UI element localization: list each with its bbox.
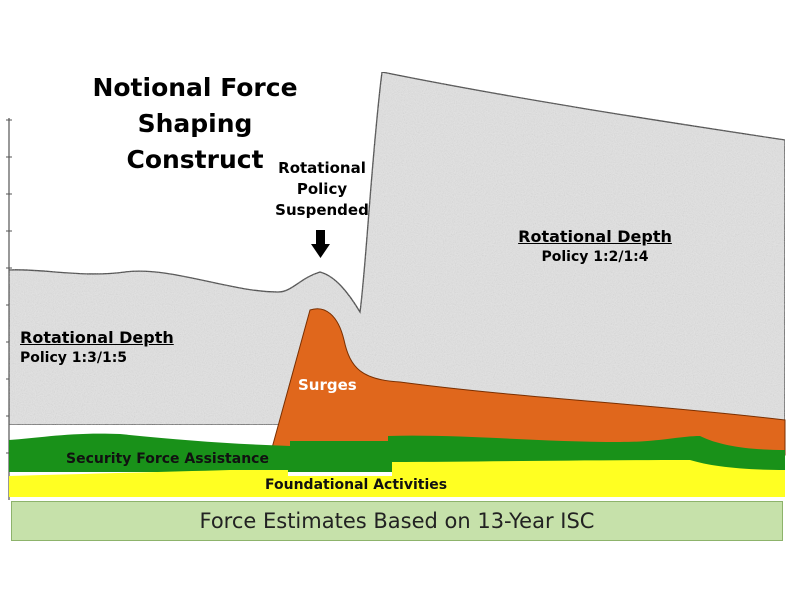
left-region-policy: Policy 1:3/1:5 bbox=[20, 350, 128, 366]
right-region-heading: Rotational Depth bbox=[518, 227, 672, 246]
callout-line-1: Rotational bbox=[278, 159, 366, 177]
security-force-assistance-label: Security Force Assistance bbox=[66, 451, 269, 467]
title-line-2: Construct bbox=[126, 145, 264, 174]
title-line-1: Notional Force Shaping bbox=[92, 73, 298, 138]
footer-text: Force Estimates Based on 13-Year ISC bbox=[199, 509, 595, 533]
callout-line-2: Policy bbox=[296, 180, 348, 198]
rotational-policy-callout: Rotational Policy Suspended bbox=[268, 158, 376, 221]
left-region-heading: Rotational Depth bbox=[20, 328, 174, 347]
footer-banner: Force Estimates Based on 13-Year ISC bbox=[11, 501, 783, 541]
surges-area bbox=[271, 308, 786, 456]
down-arrow-icon bbox=[311, 230, 330, 258]
right-region-policy: Policy 1:2/1:4 bbox=[541, 249, 649, 265]
foundational-activities-area bbox=[9, 460, 785, 497]
left-rotational-depth-label: Rotational Depth Policy 1:3/1:5 bbox=[20, 327, 174, 369]
diagram-title: Notional Force Shaping Construct bbox=[40, 70, 350, 178]
callout-line-3: Suspended bbox=[275, 201, 369, 219]
foundational-activities-label: Foundational Activities bbox=[265, 477, 448, 493]
rotational-depth-area bbox=[8, 71, 786, 426]
right-rotational-depth-label: Rotational Depth Policy 1:2/1:4 bbox=[505, 226, 685, 268]
surges-label: Surges bbox=[298, 376, 357, 394]
